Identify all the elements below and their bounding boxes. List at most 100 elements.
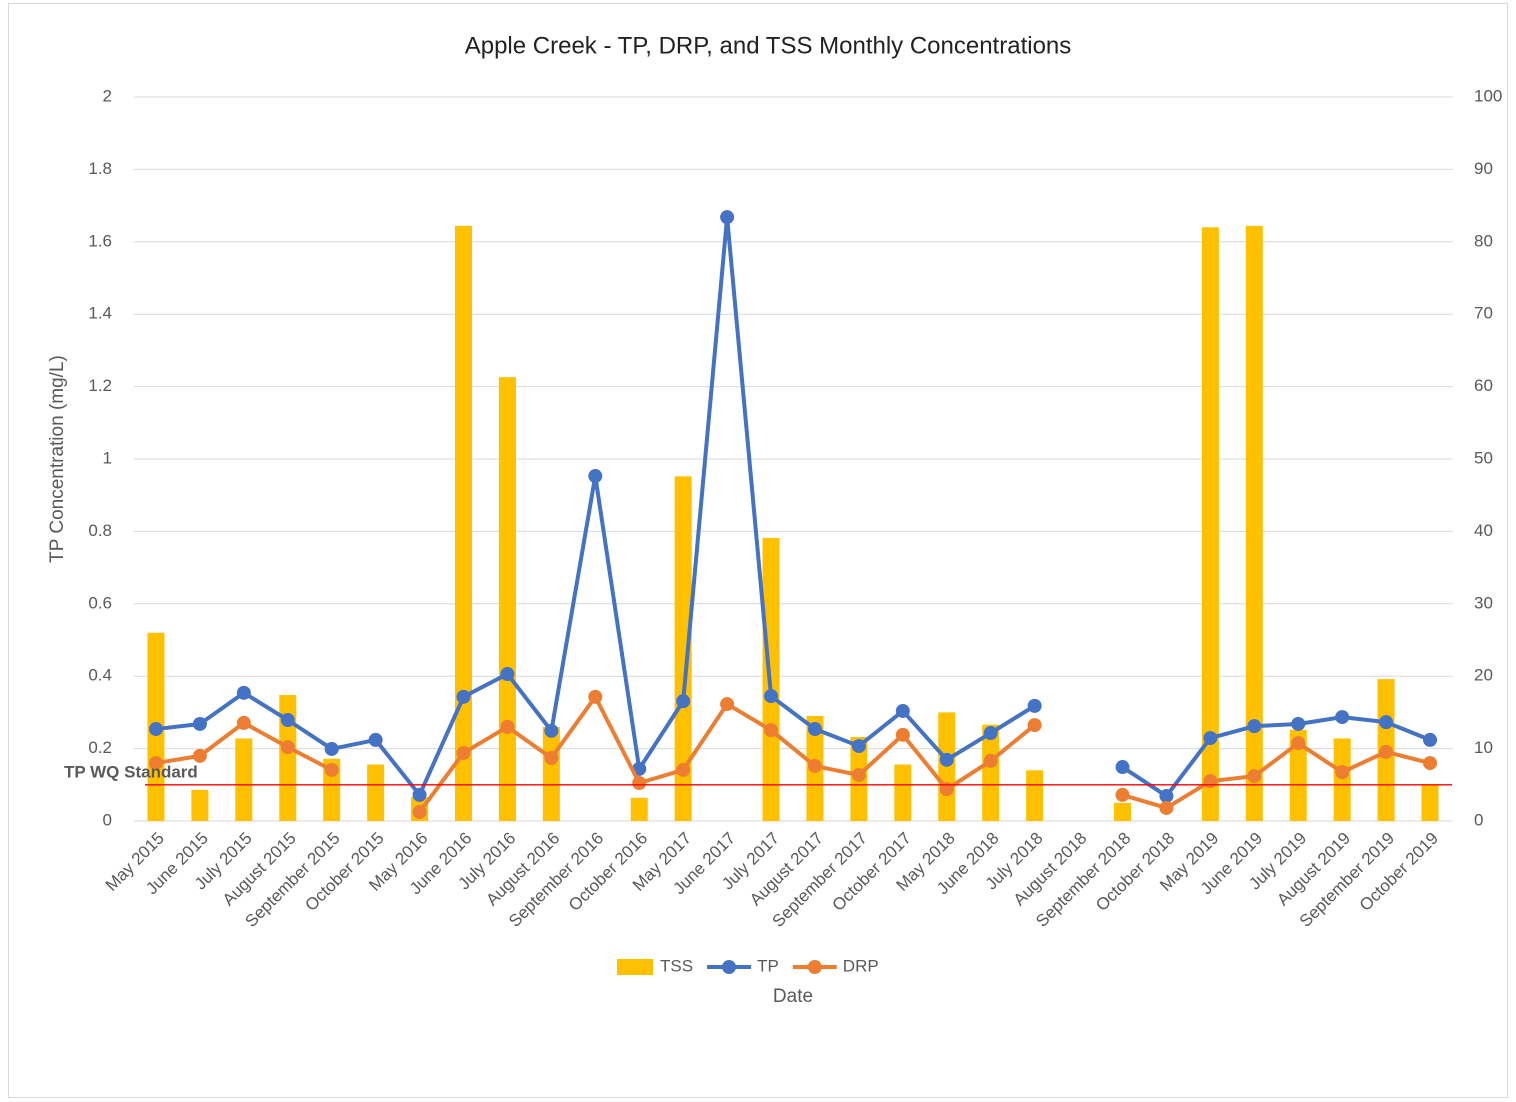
series-marker xyxy=(939,752,954,767)
series-marker xyxy=(1379,744,1394,759)
series-marker xyxy=(676,762,691,777)
y-tick-label: 0.2 xyxy=(88,738,112,757)
series-marker xyxy=(720,697,735,712)
series-marker xyxy=(632,775,647,790)
series-marker xyxy=(983,726,998,741)
y-tick-label: 0.4 xyxy=(88,666,112,685)
series-marker xyxy=(236,715,251,730)
y-tick-label: 1.6 xyxy=(88,231,112,250)
y2-tick-label: 20 xyxy=(1474,666,1493,685)
y-tick-label: 2 xyxy=(103,86,112,105)
y-axis-title: TP Concentration (mg/L) xyxy=(47,355,68,563)
series-marker xyxy=(1335,765,1350,780)
series-marker xyxy=(1247,719,1262,734)
series-marker xyxy=(148,756,163,771)
y2-tick-label: 40 xyxy=(1474,521,1493,540)
y-tick-label: 1.8 xyxy=(88,159,112,178)
y2-tick-label: 70 xyxy=(1474,304,1493,323)
series-marker xyxy=(588,469,603,484)
bar xyxy=(1289,729,1307,821)
bar xyxy=(1201,227,1219,821)
y2-tick-label: 60 xyxy=(1474,376,1493,395)
y-tick-label: 0.6 xyxy=(88,593,112,612)
series-marker xyxy=(764,723,779,738)
series-marker xyxy=(764,689,779,704)
y2-tick-label: 80 xyxy=(1474,231,1493,250)
series-marker xyxy=(807,758,822,773)
bar xyxy=(498,377,516,821)
series-marker xyxy=(895,727,910,742)
series-marker xyxy=(807,722,822,737)
legend-swatch xyxy=(807,960,822,974)
series-marker xyxy=(1423,732,1438,747)
series-marker xyxy=(500,667,515,682)
bar xyxy=(1333,738,1351,821)
series-marker xyxy=(192,716,207,731)
series-marker xyxy=(280,740,295,755)
series-marker xyxy=(456,745,471,760)
chart-title: Apple Creek - TP, DRP, and TSS Monthly C… xyxy=(465,32,1072,59)
series-marker xyxy=(1203,774,1218,789)
series-marker xyxy=(148,722,163,737)
series-marker xyxy=(412,804,427,819)
y2-tick-label: 0 xyxy=(1474,810,1483,829)
series-marker xyxy=(456,689,471,704)
series-marker xyxy=(676,694,691,709)
y-tick-label: 0 xyxy=(103,810,112,829)
series-marker xyxy=(1027,718,1042,733)
y-tick-label: 1 xyxy=(103,448,112,467)
bar xyxy=(1114,802,1131,821)
bar xyxy=(630,797,648,821)
legend-swatch xyxy=(617,959,653,975)
series-marker xyxy=(851,768,866,783)
bar xyxy=(1245,225,1263,821)
y2-tick-label: 30 xyxy=(1474,593,1493,612)
bar xyxy=(894,764,912,821)
series-marker xyxy=(192,748,207,763)
bar xyxy=(235,738,253,821)
y-tick-label: 1.4 xyxy=(88,304,112,323)
series-marker xyxy=(500,719,515,734)
legend-swatch xyxy=(722,960,737,974)
y2-tick-label: 50 xyxy=(1474,448,1493,467)
bar xyxy=(455,225,472,821)
series-marker xyxy=(1291,736,1306,751)
legend-label: TSS xyxy=(660,956,693,975)
bar xyxy=(1421,784,1439,821)
series-marker xyxy=(1335,710,1350,725)
series-marker xyxy=(939,782,954,797)
series-marker xyxy=(236,685,251,700)
legend-label: DRP xyxy=(843,956,879,975)
y2-tick-label: 10 xyxy=(1474,738,1493,757)
series-marker xyxy=(544,723,559,738)
bar xyxy=(674,476,692,821)
series-marker xyxy=(1291,716,1306,731)
bar xyxy=(1026,770,1044,821)
series-marker xyxy=(983,753,998,768)
y-tick-label: 1.2 xyxy=(88,376,112,395)
series-marker xyxy=(280,713,295,728)
bar xyxy=(367,764,385,821)
y2-tick-label: 90 xyxy=(1474,159,1493,178)
series-marker xyxy=(1115,787,1130,802)
series-marker xyxy=(1247,769,1262,784)
series-marker xyxy=(1379,715,1394,730)
series-marker xyxy=(1115,760,1130,775)
bar xyxy=(542,726,560,821)
bar xyxy=(982,724,1000,821)
bar xyxy=(191,789,209,821)
series-marker xyxy=(895,703,910,718)
series-marker xyxy=(324,741,339,756)
series-marker xyxy=(851,739,866,754)
series-marker xyxy=(1203,731,1218,746)
series-marker xyxy=(1159,789,1174,804)
series-marker xyxy=(588,689,603,704)
series-marker xyxy=(1423,756,1438,771)
y2-tick-label: 100 xyxy=(1474,86,1502,105)
series-marker xyxy=(368,732,383,747)
series-marker xyxy=(412,787,427,802)
reference-label: TP WQ Standard xyxy=(64,762,198,781)
legend-label: TP xyxy=(757,956,779,975)
series-marker xyxy=(720,210,735,225)
